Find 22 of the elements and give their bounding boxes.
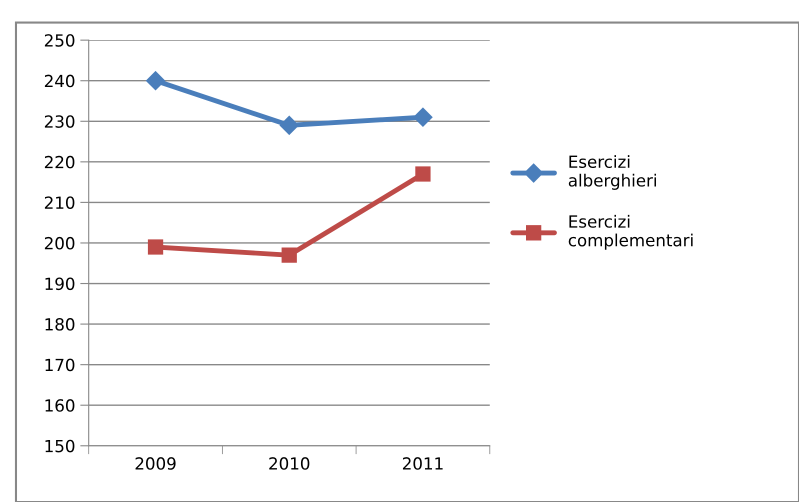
y-tick-label: 240 — [44, 74, 74, 88]
y-tick-label: 160 — [46, 399, 74, 412]
y-tick-label: 180 — [46, 318, 74, 331]
x-tick-label: 2010 — [269, 457, 310, 470]
x-tick-label: 2009 — [136, 457, 176, 470]
point — [148, 239, 164, 255]
point — [413, 108, 432, 127]
point — [280, 116, 299, 135]
x-tick-label: 2011 — [402, 457, 443, 470]
y-tick-label: 230 — [44, 115, 74, 128]
legend-label: Esercizi alberghieri — [568, 155, 656, 190]
point — [146, 71, 166, 90]
y-tick-label: 190 — [46, 277, 74, 290]
y-tick-label: 200 — [44, 236, 74, 250]
y-tick-label: 170 — [46, 358, 74, 372]
y-tick-label: 210 — [44, 196, 74, 209]
y-tick-label: 250 — [44, 34, 74, 47]
point — [282, 247, 297, 263]
y-tick-label: 220 — [44, 156, 74, 168]
point — [415, 166, 431, 182]
y-tick-label: 150 — [46, 440, 74, 452]
legend-label: Esercizi complementari — [568, 214, 693, 250]
